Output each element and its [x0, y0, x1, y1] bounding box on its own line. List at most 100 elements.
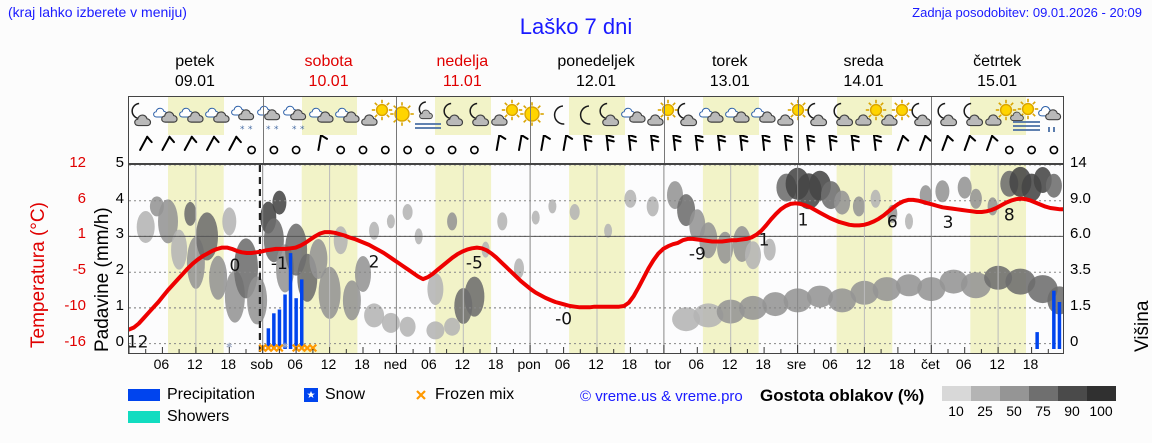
cloud-snow-icon: * *: [255, 98, 289, 135]
cloud-snow-icon: * *: [281, 98, 315, 135]
cloud-density-tick-90: 90: [1064, 403, 1080, 419]
day-date: 10.01: [308, 73, 349, 90]
weather-icon-strip: * * * * * *: [128, 96, 1064, 164]
cloud-snow-icon: * *: [229, 98, 263, 135]
cloud-density-tick-50: 50: [1006, 403, 1022, 419]
x-tick-12-17: 12: [721, 356, 738, 372]
day-separator-strip-4: [663, 97, 665, 163]
x-tick-06-24: 06: [955, 356, 972, 372]
day-separator-strip-1: [262, 97, 264, 163]
cloud-icon: [333, 98, 367, 134]
sun-cloud-icon: [879, 98, 913, 134]
x-tick-12-21: 12: [855, 356, 872, 372]
legend-frozen-mix: Frozen mix: [414, 386, 514, 404]
temperature-tick-4: -10: [64, 296, 86, 314]
copyright-text[interactable]: © vreme.us & vreme.pro: [580, 388, 743, 405]
cloud-height-tick-5: 0: [1070, 332, 1079, 350]
temperature-tick-3: -5: [72, 261, 86, 279]
legend-precipitation: Precipitation: [128, 386, 255, 404]
moon-cloud-icon: [931, 98, 965, 134]
day-date: 13.01: [709, 73, 750, 90]
sun-cloud-icon: [645, 98, 679, 134]
svg-text:6: 6: [887, 212, 898, 232]
cloud-icon: [177, 98, 211, 134]
cloud-icon: [723, 98, 757, 134]
sun-cloud-icon: [853, 98, 887, 134]
svg-text:*: *: [282, 341, 288, 353]
sun-icon: [515, 98, 549, 134]
day-header-2: nedelja 11.01: [395, 52, 529, 94]
moon-cloud-icon: [463, 98, 497, 134]
x-tick-18-22: 18: [889, 356, 905, 372]
moon-cloud-icon: [437, 98, 471, 134]
moon-cloud-icon: [671, 98, 705, 134]
moon-icon: [567, 98, 601, 134]
cloud-density-swatch-5: [1087, 386, 1116, 401]
x-tick-06-20: 06: [822, 356, 838, 372]
moon-fog-icon: [411, 98, 445, 134]
cloud-density-swatch-4: [1058, 386, 1087, 401]
cloud-density-colorbar: [942, 386, 1116, 401]
svg-text:*: *: [248, 125, 253, 134]
cloud-rain-icon: [1035, 98, 1069, 134]
x-tick-12-5: 12: [320, 356, 337, 372]
moon-icon: [541, 98, 575, 134]
x-tick-18-10: 18: [487, 356, 504, 372]
x-tick-06-4: 06: [287, 356, 303, 372]
frozen-mix-icon: [414, 388, 428, 402]
cloud-height-tick-2: 6.0: [1070, 225, 1091, 243]
svg-text:-5: -5: [466, 253, 483, 273]
day-header-4: torek 13.01: [663, 52, 797, 94]
day-name: nedelja: [436, 53, 489, 70]
day-date: 12.01: [575, 73, 617, 90]
temperature-tick-2: 1: [77, 225, 86, 243]
cloud-density-tick-labels: 10 25 50 75 90 100: [942, 403, 1122, 421]
wind-barb-row: [129, 134, 1063, 163]
sun-icon: [385, 98, 419, 134]
svg-text:-0: -0: [555, 310, 572, 330]
day-name: torek: [711, 53, 748, 70]
sun-fog-icon: [1009, 98, 1043, 134]
temperature-tick-0: 12: [69, 154, 86, 171]
svg-text:8: 8: [1004, 206, 1015, 226]
cloud-density-tick-25: 25: [977, 403, 993, 419]
x-tick-ned-7: ned: [383, 356, 408, 372]
day-header-5: sreda 14.01: [797, 52, 931, 94]
menu-note: (kraj lahko izberete v meniju): [8, 4, 187, 20]
precipitation-swatch: [128, 389, 160, 401]
svg-text:-12: -12: [129, 333, 148, 353]
cloud-icon: [151, 98, 185, 134]
day-date: 14.01: [843, 73, 884, 90]
moon-cloud-icon: [125, 98, 159, 134]
svg-text:*: *: [240, 125, 245, 134]
cloud-icon: [307, 98, 341, 134]
page-title: Laško 7 dni: [519, 14, 633, 39]
cloud-density-tick-10: 10: [948, 403, 964, 419]
last-update-stamp: Zadnja posodobitev: 09.01.2026 - 20:09: [912, 5, 1142, 20]
day-name: sreda: [843, 53, 884, 70]
meteogram-plot: **-120-12-5-0-911638585: [128, 164, 1064, 354]
cloud-density-swatch-0: [942, 386, 971, 401]
cloud-icon: [749, 98, 783, 134]
x-axis-tick-labels: 06 12 18 sob 06 12 18 ned 06 12 18 pon 06 12 18 tor 06 12…: [128, 356, 1064, 376]
cloud-height-axis-title: Višina oblakov (km): [1132, 300, 1152, 352]
showers-swatch: [128, 411, 160, 423]
x-tick-18-2: 18: [220, 356, 237, 372]
x-tick-18-26: 18: [1022, 356, 1039, 372]
moon-cloud-icon: [905, 98, 939, 134]
precipitation-axis-title: Padavine (mm/h): [92, 207, 113, 352]
showers-label: Showers: [167, 408, 230, 425]
day-header-3: ponedeljek 12.01: [529, 52, 663, 94]
x-tick-18-18: 18: [755, 356, 771, 372]
sun-cloud-icon: [359, 98, 393, 134]
cloud-density-title: Gostota oblakov (%): [760, 386, 925, 405]
day-name: ponedeljek: [557, 53, 635, 70]
x-tick-12-13: 12: [588, 356, 604, 372]
x-tick-12-9: 12: [454, 356, 471, 372]
cloud-density-swatch-3: [1029, 386, 1058, 401]
moon-cloud-icon: [801, 98, 835, 134]
x-tick-sre-19: sre: [786, 356, 807, 372]
svg-text:-1: -1: [271, 254, 288, 274]
svg-text:1: 1: [798, 210, 809, 230]
